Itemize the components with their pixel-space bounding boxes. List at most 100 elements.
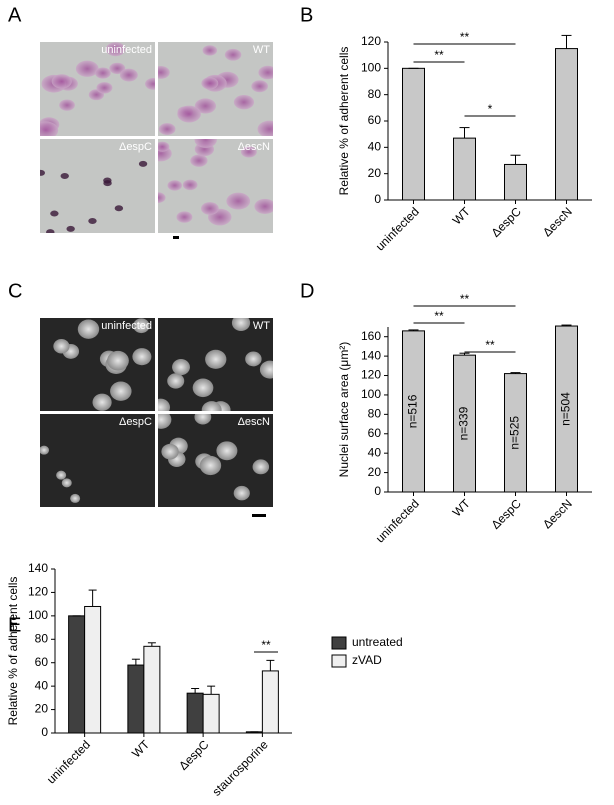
cell	[60, 172, 69, 179]
y-tick-label: 0	[41, 725, 48, 739]
nucleus	[233, 485, 250, 501]
y-tick-label: 80	[368, 407, 382, 421]
cell	[224, 48, 242, 61]
y-tick-label: 40	[368, 140, 382, 154]
y-tick-label: 120	[361, 368, 381, 382]
cell	[194, 139, 217, 148]
image-label: uninfected	[101, 44, 152, 56]
y-tick-label: 120	[28, 585, 48, 599]
cell	[59, 99, 75, 111]
cell	[167, 180, 183, 191]
image-label: ΔescN	[238, 141, 270, 153]
nucleus	[70, 493, 81, 503]
cell	[201, 77, 219, 90]
cell	[109, 62, 126, 75]
bar	[555, 48, 578, 201]
nucleus	[205, 349, 227, 369]
y-tick-label: 60	[368, 113, 382, 127]
x-tick-label: ΔespC	[488, 496, 524, 532]
legend-label: untreated	[352, 635, 403, 649]
cell	[105, 42, 126, 57]
nucleus	[53, 338, 70, 354]
nucleus	[252, 459, 270, 475]
cell	[96, 82, 113, 94]
cell	[138, 160, 148, 167]
y-tick-label: 140	[361, 348, 381, 362]
nucleus	[61, 478, 72, 488]
micrograph	[40, 139, 155, 233]
nucleus	[77, 319, 100, 339]
y-tick-label: 20	[368, 465, 382, 479]
nucleus	[245, 351, 262, 367]
nucleus	[167, 373, 185, 389]
nucleus	[110, 381, 132, 401]
nucleus	[161, 443, 179, 460]
cell	[254, 198, 273, 214]
cells	[158, 45, 273, 136]
bar	[402, 67, 425, 201]
nucleus	[194, 414, 212, 425]
y-tick-label: 20	[35, 702, 49, 716]
bar	[84, 605, 102, 734]
bar	[504, 163, 527, 201]
cell	[95, 67, 111, 79]
x-tick-label: staurosporine	[209, 737, 271, 799]
legend-swatch	[331, 636, 347, 650]
cell	[50, 210, 59, 217]
panel-label: D	[300, 280, 314, 302]
panel-label: E	[8, 614, 21, 636]
nucleus	[201, 401, 222, 411]
y-axis-label: Relative % of adherent cells	[337, 47, 351, 196]
cell	[176, 211, 193, 223]
cell	[226, 192, 251, 210]
cell	[46, 229, 55, 233]
bar	[202, 693, 220, 734]
cell	[114, 205, 124, 212]
x-tick-label: uninfected	[373, 204, 422, 253]
cells	[158, 318, 273, 411]
y-tick-label: 60	[368, 426, 382, 440]
y-tick-label: 80	[35, 631, 49, 645]
cells	[158, 414, 270, 501]
image-label: WT	[253, 44, 270, 56]
cells	[40, 445, 81, 503]
bar	[453, 137, 476, 201]
cells	[40, 42, 155, 136]
cell	[88, 217, 97, 224]
cell	[240, 146, 257, 158]
nucleus	[216, 441, 238, 461]
nucleus	[132, 348, 152, 366]
nucleus	[231, 318, 251, 332]
bar	[186, 692, 204, 734]
image-label: WT	[253, 320, 270, 332]
y-tick-label: 0	[374, 484, 381, 498]
cell	[75, 60, 99, 77]
significance-label: **	[460, 30, 470, 44]
nucleus	[192, 378, 214, 398]
nucleus	[107, 350, 129, 371]
cells	[53, 318, 152, 411]
y-tick-label: 20	[368, 166, 382, 180]
x-tick-label: WT	[450, 204, 474, 228]
y-tick-label: 0	[374, 192, 381, 206]
cell	[158, 192, 166, 204]
nucleus	[158, 398, 171, 411]
bar	[143, 645, 161, 734]
cell	[194, 98, 217, 114]
y-tick-label: 40	[368, 445, 382, 459]
x-tick-label: ΔespC	[488, 204, 524, 240]
significance-label: **	[434, 48, 444, 62]
image-label: ΔespC	[119, 141, 152, 153]
cell	[40, 169, 46, 176]
y-tick-label: 60	[35, 655, 49, 669]
bar	[127, 664, 145, 734]
image-label: uninfected	[101, 320, 152, 332]
cell	[202, 45, 218, 56]
x-tick-label: uninfected	[373, 496, 422, 545]
legend-label: zVAD	[352, 653, 382, 667]
panel-label: A	[8, 4, 22, 26]
cell	[40, 121, 59, 136]
significance-label: *	[488, 102, 493, 116]
y-tick-label: 100	[361, 61, 381, 75]
scale-bar	[173, 236, 179, 239]
